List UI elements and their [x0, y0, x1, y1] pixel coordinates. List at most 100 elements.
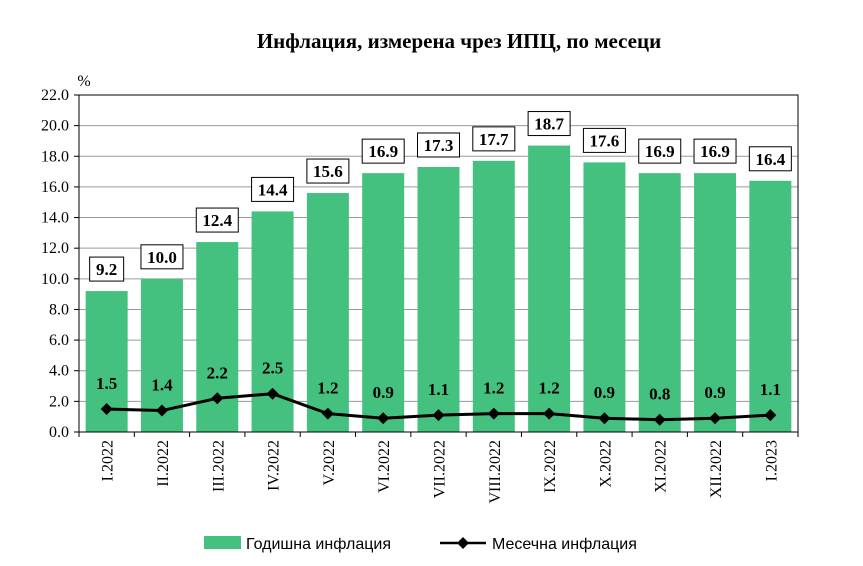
- bar-data-label-text: 16.9: [700, 142, 730, 161]
- bar-data-label-box: [472, 126, 516, 152]
- line-point: [100, 403, 113, 416]
- bar-data-label-box: [140, 244, 184, 270]
- bar-data-label-text: 15.6: [313, 162, 343, 181]
- bar-data-label: 17.6: [582, 127, 626, 153]
- bar-data-label-box: [638, 138, 682, 164]
- y-tick-label: 12.0: [41, 240, 69, 257]
- legend-line-marker: [457, 537, 469, 549]
- bar: [638, 173, 681, 432]
- monthly-line: [100, 387, 777, 426]
- chart-title: Инфлация, измерена чрез ИПЦ, по месеци: [257, 29, 661, 53]
- bar-data-label-text: 14.4: [258, 180, 288, 199]
- line-point: [211, 392, 224, 405]
- legend-bar-label: Годишна инфлация: [246, 536, 391, 553]
- axes: [78, 94, 799, 437]
- line-data-label: 1.2: [483, 379, 504, 398]
- x-tick-label: II.2022: [155, 440, 172, 487]
- plot-frame: [78, 94, 799, 433]
- bar-data-label: 12.4: [195, 207, 239, 233]
- bar-data-label-text: 10.0: [147, 248, 177, 267]
- bar-data-label-text: 18.7: [534, 115, 564, 134]
- line-data-label: 1.4: [151, 376, 173, 395]
- bar-data-label: 18.7: [527, 111, 571, 137]
- bar-data-label-text: 17.3: [424, 136, 454, 155]
- line-data-label: 1.2: [317, 379, 338, 398]
- bar-data-label: 15.6: [306, 158, 350, 184]
- line-data-label: 2.2: [207, 363, 228, 382]
- x-tick-label: I.2022: [100, 440, 117, 481]
- legend-bar-swatch: [204, 536, 241, 549]
- line-point: [432, 409, 445, 422]
- line-data-label: 1.1: [760, 380, 781, 399]
- legend: Годишна инфлация Месечна инфлация: [204, 536, 637, 553]
- line-data-label: 1.2: [538, 379, 559, 398]
- line-data-label: 1.1: [428, 380, 449, 399]
- line-point: [709, 412, 722, 425]
- bar-data-label-text: 12.4: [202, 211, 232, 230]
- bar: [362, 173, 405, 432]
- line-point: [321, 407, 334, 420]
- y-axis-unit: %: [77, 73, 90, 90]
- line-point: [377, 412, 390, 425]
- x-tick-labels: I.2022 II.2022 III.2022 IV.2022 V.2022 VI.202…: [100, 440, 781, 504]
- bar-data-label: 14.4: [251, 176, 295, 202]
- bar-data-label-box: [361, 138, 405, 164]
- x-tick-label: VII.2022: [432, 440, 449, 498]
- bar: [694, 173, 737, 432]
- line-point: [487, 407, 500, 420]
- bar-data-label-text: 16.9: [368, 142, 398, 161]
- y-tick-labels: 0.0 2.0 4.0 6.0 8.0 10.0 12.0 14.0 16.0 18.0 20.0 2…: [41, 87, 79, 441]
- x-tick-label: VIII.2022: [487, 440, 504, 504]
- x-tick-label: IX.2022: [542, 440, 559, 493]
- bar-data-label: 9.2: [89, 256, 125, 282]
- y-tick-label: 4.0: [49, 363, 69, 380]
- y-tick-label: 10.0: [41, 271, 69, 288]
- line-point: [266, 387, 279, 400]
- bar-data-label-box: [306, 158, 350, 184]
- bar-data-label-text: 16.4: [755, 150, 785, 169]
- bar-data-label: 17.3: [417, 132, 460, 158]
- legend-line-label: Месечна инфлация: [492, 536, 637, 553]
- x-tick-label: XI.2022: [653, 440, 670, 493]
- bar: [749, 180, 792, 432]
- bar-data-label-box: [693, 138, 737, 164]
- bar-data-label-text: 16.9: [645, 142, 675, 161]
- bar-data-label: 16.9: [361, 138, 405, 164]
- bar-data-label-text: 17.7: [479, 130, 509, 149]
- bar-data-label-box: [748, 146, 792, 172]
- bar: [306, 193, 349, 432]
- line-point: [543, 407, 556, 420]
- line-data-label: 0.9: [594, 383, 615, 402]
- x-tick-label: IV.2022: [266, 440, 283, 491]
- x-tick-label: V.2022: [321, 440, 338, 486]
- bar-data-label: 16.4: [748, 146, 792, 172]
- y-tick-label: 2.0: [49, 393, 69, 410]
- bar-data-label: 16.9: [693, 138, 737, 164]
- x-tick-label: XII.2022: [708, 440, 725, 498]
- y-tick-label: 14.0: [41, 210, 69, 227]
- bar-data-label-box: [417, 132, 460, 158]
- bar-data-label: 10.0: [140, 244, 184, 270]
- bar-data-label: 17.7: [472, 126, 516, 152]
- line-data-label: 1.5: [96, 374, 117, 393]
- x-tick-label: X.2022: [597, 440, 614, 488]
- x-tick-label: III.2022: [210, 440, 227, 492]
- line-point: [155, 404, 168, 417]
- bar-data-label-text: 17.6: [590, 131, 620, 150]
- bar-data-label-box: [251, 176, 295, 202]
- line-point: [764, 409, 777, 422]
- y-tick-label: 8.0: [49, 301, 69, 318]
- bar: [472, 160, 515, 433]
- bar: [528, 145, 571, 433]
- bar: [583, 162, 626, 432]
- line-data-label: 0.9: [704, 383, 725, 402]
- y-tick-label: 18.0: [41, 148, 69, 165]
- y-tick-label: 16.0: [41, 179, 69, 196]
- x-tick-label: I.2023: [763, 440, 780, 481]
- bar-data-label-box: [582, 127, 626, 153]
- y-tick-label: 6.0: [49, 332, 69, 349]
- bar-data-label-box: [89, 256, 125, 282]
- bar-data-label-box: [527, 111, 571, 137]
- data-labels: 9.2 10.0 12.4 14.4 15.6 16.9 17.3 17.7 18.7 17.6 1…: [89, 111, 792, 404]
